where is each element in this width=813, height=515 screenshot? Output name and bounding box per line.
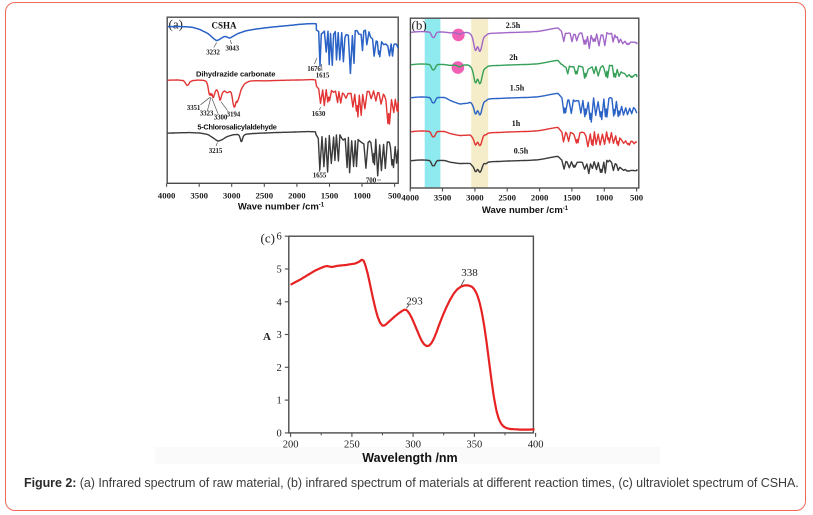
svg-text:3500: 3500 (190, 191, 208, 201)
svg-text:4: 4 (277, 297, 283, 308)
svg-text:300: 300 (405, 440, 421, 451)
svg-text:4000: 4000 (158, 191, 176, 201)
svg-text:3323: 3323 (200, 110, 214, 118)
svg-text:200: 200 (283, 440, 299, 451)
svg-text:3194: 3194 (227, 111, 241, 119)
svg-text:1500: 1500 (563, 193, 581, 203)
svg-text:3: 3 (277, 330, 282, 341)
svg-text:4000: 4000 (401, 193, 419, 203)
svg-text:2000: 2000 (288, 191, 306, 201)
svg-text:3043: 3043 (225, 45, 239, 53)
svg-text:3232: 3232 (206, 49, 220, 57)
svg-text:3300: 3300 (214, 114, 228, 122)
svg-text:Wave number /cm-1: Wave number /cm-1 (238, 202, 325, 213)
svg-text:500: 500 (388, 191, 402, 201)
svg-text:2500: 2500 (256, 191, 274, 201)
svg-text:3000: 3000 (466, 193, 484, 203)
svg-text:1000: 1000 (596, 193, 614, 203)
svg-text:Dihydrazide carbonate: Dihydrazide carbonate (196, 69, 275, 78)
svg-text:2500: 2500 (498, 193, 516, 203)
svg-text:A: A (263, 331, 271, 343)
svg-text:2: 2 (277, 363, 282, 374)
svg-text:5: 5 (277, 265, 282, 276)
svg-text:0: 0 (277, 428, 282, 439)
svg-text:1.5h: 1.5h (510, 84, 525, 93)
svg-text:2.5h: 2.5h (506, 21, 521, 30)
svg-text:3500: 3500 (434, 193, 452, 203)
svg-text:CSHA: CSHA (211, 21, 237, 31)
svg-text:1500: 1500 (321, 191, 339, 201)
svg-text:(b): (b) (412, 18, 427, 33)
svg-text:6: 6 (277, 232, 282, 243)
svg-text:1655: 1655 (313, 172, 327, 180)
svg-text:1630: 1630 (312, 110, 326, 118)
svg-text:3215: 3215 (209, 147, 223, 155)
svg-text:(c): (c) (261, 231, 275, 246)
svg-text:Wavelength /nm: Wavelength /nm (362, 451, 457, 465)
svg-text:1: 1 (277, 396, 282, 407)
svg-text:1676: 1676 (307, 65, 321, 73)
svg-text:1h: 1h (512, 119, 521, 128)
svg-text:Wave number /cm-1: Wave number /cm-1 (482, 205, 569, 216)
svg-text:250: 250 (344, 440, 360, 451)
svg-text:338: 338 (461, 267, 478, 279)
svg-text:(a): (a) (169, 17, 183, 32)
svg-text:1615: 1615 (316, 72, 330, 80)
svg-text:0.5h: 0.5h (514, 147, 529, 156)
svg-text:400: 400 (528, 440, 544, 451)
svg-text:1000: 1000 (353, 191, 371, 201)
svg-text:2h: 2h (509, 53, 518, 62)
svg-text:3351: 3351 (187, 104, 201, 112)
svg-text:2000: 2000 (531, 193, 549, 203)
svg-text:350: 350 (467, 440, 483, 451)
svg-text:500: 500 (630, 193, 644, 203)
svg-text:5-Chlorosalicylaldehyde: 5-Chlorosalicylaldehyde (197, 122, 276, 131)
svg-text:3000: 3000 (223, 191, 241, 201)
svg-text:700: 700 (366, 177, 377, 185)
svg-text:293: 293 (406, 296, 423, 308)
